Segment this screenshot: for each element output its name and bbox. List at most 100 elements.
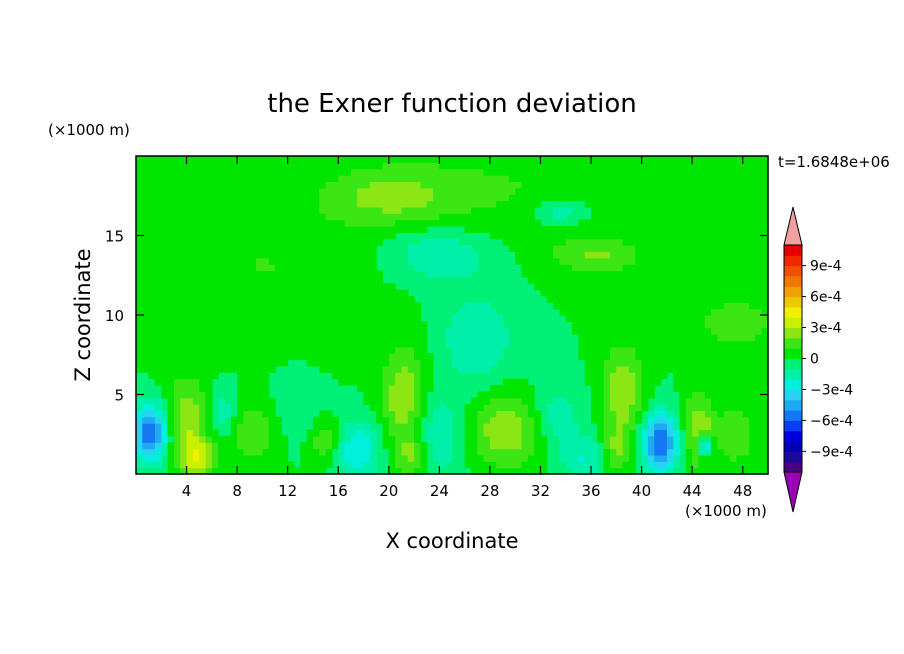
field-cell [142,168,150,176]
field-cell [622,225,630,233]
field-cell [401,461,409,469]
field-cell [559,429,567,437]
field-cell [325,200,333,208]
field-cell [306,264,314,272]
field-cell [597,346,605,354]
field-cell [470,346,478,354]
field-cell [515,245,523,252]
field-cell [395,308,403,316]
field-cell [521,257,529,265]
field-cell [420,397,428,405]
field-cell [458,168,466,176]
field-cell [414,346,421,354]
field-cell [698,264,706,272]
colorbar-label: −3e-4 [810,382,853,398]
field-cell [673,442,681,450]
field-cell [161,416,169,424]
field-cell [205,251,213,259]
field-cell [761,156,769,163]
field-cell [489,156,497,163]
field-cell [730,162,737,170]
field-cell [414,448,421,456]
field-cell [211,435,219,443]
field-cell [483,213,491,221]
field-cell [572,251,579,259]
field-cell [363,384,371,392]
field-cell [205,245,213,252]
field-cell [199,397,207,405]
field-cell [628,315,636,322]
field-cell [300,156,308,163]
field-cell [584,365,592,373]
field-cell [685,435,693,443]
field-cell [426,168,434,176]
field-cell [148,181,156,189]
colorbar-swatch [784,255,802,267]
field-cell [666,181,674,189]
field-cell [331,353,339,361]
field-cell [565,187,573,195]
field-cell [546,232,554,240]
field-cell [496,410,504,418]
field-cell [300,321,308,329]
field-cell [515,194,523,202]
field-cell [161,251,169,259]
field-cell [692,429,700,437]
field-cell [350,315,358,322]
field-cell [136,200,143,208]
field-cell [666,442,674,450]
field-cell [382,416,390,424]
field-cell [679,257,687,265]
field-cell [433,410,440,418]
field-cell [199,289,207,297]
field-cell [641,276,649,284]
field-cell [641,391,649,399]
field-cell [243,442,251,450]
field-cell [628,346,636,354]
field-cell [572,162,579,170]
field-cell [369,429,377,437]
field-cell [641,206,649,214]
field-cell [350,327,358,335]
field-cell [180,365,188,373]
field-cell [610,219,617,227]
field-cell [654,467,662,475]
field-cell [761,334,769,342]
field-cell [723,194,731,202]
field-cell [736,187,744,195]
field-cell [369,308,377,316]
field-cell [407,442,415,450]
field-cell [717,410,725,418]
field-cell [369,454,377,462]
field-cell [211,289,219,297]
field-cell [666,448,674,456]
field-cell [350,302,358,310]
field-cell [647,423,655,431]
field-cell [723,308,731,316]
field-cell [610,251,617,259]
field-cell [704,308,712,316]
field-cell [180,334,188,342]
field-cell [477,187,485,195]
y-tick-label: 15 [105,228,124,246]
field-cell [230,359,238,367]
field-cell [597,162,605,170]
field-cell [420,168,428,176]
field-cell [275,461,282,469]
field-cell [192,270,200,278]
field-cell [331,365,339,373]
field-cell [742,461,750,469]
field-cell [312,238,320,246]
field-cell [186,194,194,202]
field-cell [546,168,554,176]
field-cell [331,156,339,163]
field-cell [685,353,693,361]
field-cell [401,378,409,386]
field-cell [218,353,226,361]
field-cell [256,194,263,202]
field-cell [180,295,188,303]
field-cell [281,467,289,475]
field-cell [186,416,194,424]
field-cell [660,175,668,183]
field-cell [464,308,472,316]
